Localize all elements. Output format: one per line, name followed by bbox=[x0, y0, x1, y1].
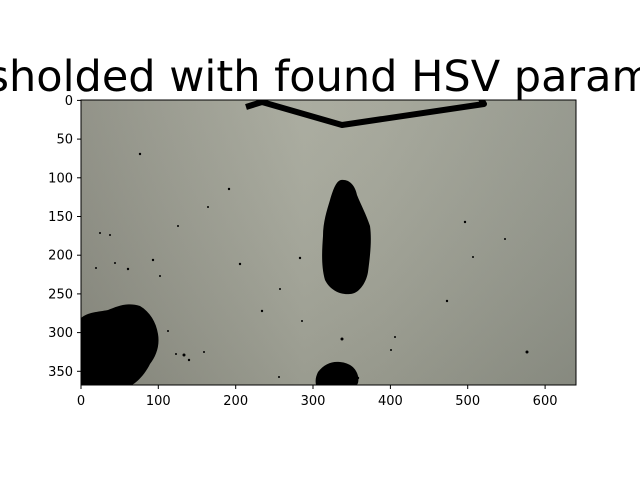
floor-line-marking bbox=[245, 100, 487, 128]
y-tick-label: 100 bbox=[48, 171, 73, 186]
x-tick-label: 300 bbox=[301, 394, 326, 409]
y-tick-label: 200 bbox=[48, 249, 73, 264]
x-axis: 0 100 200 300 400 500 600 bbox=[77, 385, 558, 409]
y-tick-label: 50 bbox=[56, 133, 73, 148]
x-tick-label: 600 bbox=[533, 394, 558, 409]
x-tick-label: 100 bbox=[146, 394, 171, 409]
bottom-blob bbox=[315, 361, 359, 385]
y-tick-label: 150 bbox=[48, 210, 73, 225]
y-tick-label: 250 bbox=[48, 287, 73, 302]
noise-speckles bbox=[95, 152, 529, 380]
x-tick-label: 200 bbox=[223, 394, 248, 409]
figure-title-text: sholded with found HSV param bbox=[0, 52, 640, 102]
thresholded-image bbox=[81, 100, 576, 385]
y-tick-label: 300 bbox=[48, 326, 73, 341]
x-tick-label: 500 bbox=[455, 394, 480, 409]
figure-title: sholded with found HSV param bbox=[0, 52, 640, 102]
left-blob bbox=[81, 304, 159, 385]
axes-frame bbox=[80, 99, 577, 386]
y-tick-label: 350 bbox=[48, 365, 73, 380]
y-tick-label: 0 bbox=[65, 94, 73, 109]
y-axis: 0 50 100 150 200 250 300 350 bbox=[48, 94, 81, 380]
x-tick-label: 400 bbox=[378, 394, 403, 409]
center-blob bbox=[322, 179, 371, 295]
x-tick-label: 0 bbox=[77, 394, 85, 409]
